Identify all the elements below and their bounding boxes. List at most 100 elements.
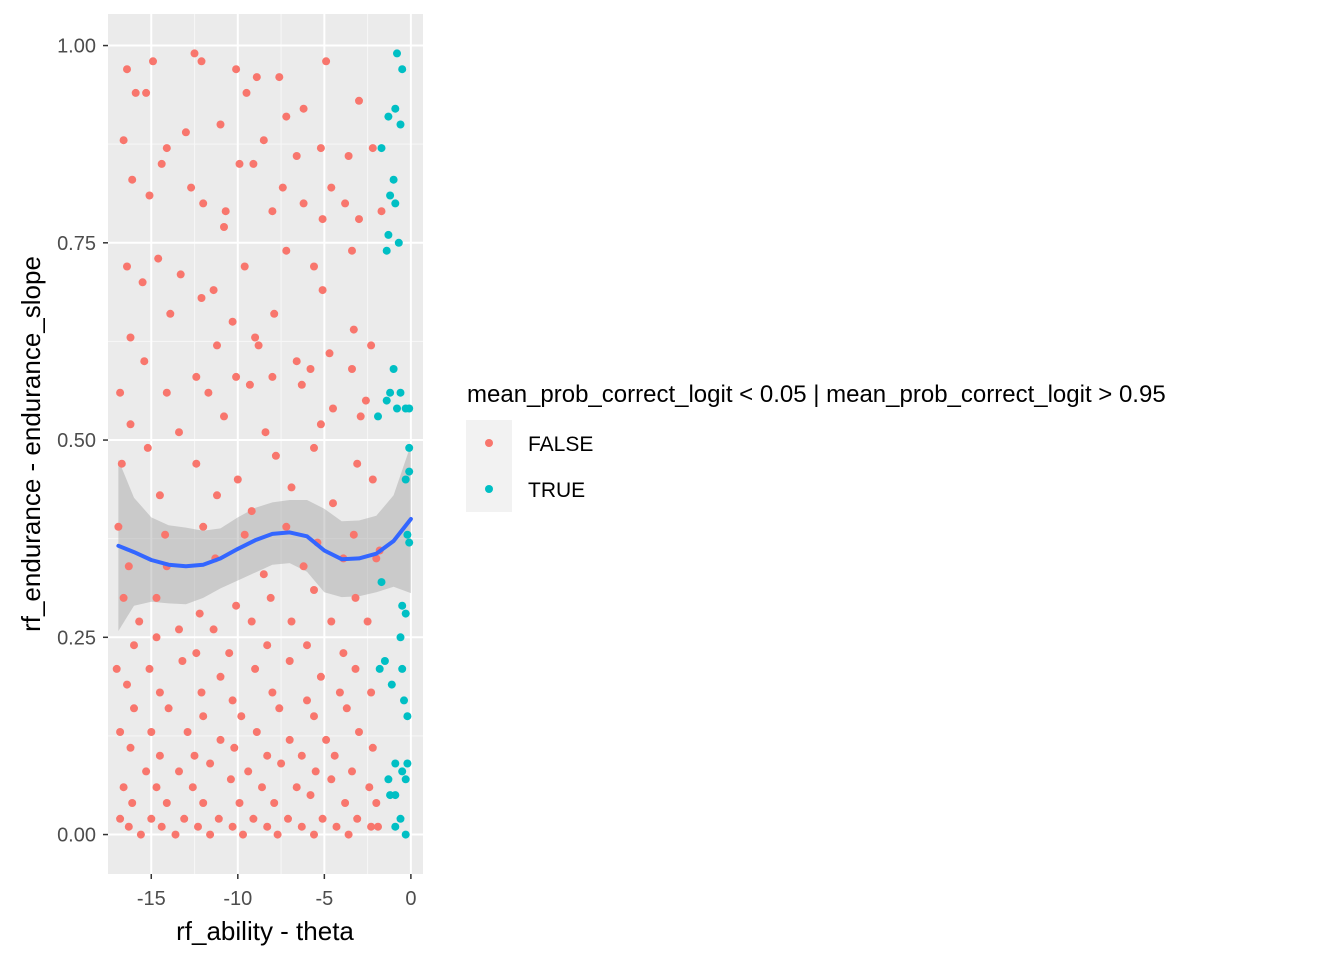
data-point-true (386, 388, 395, 397)
data-point-false (368, 475, 377, 484)
data-point-false (221, 207, 230, 216)
data-point-false (285, 735, 294, 744)
data-point-false (192, 459, 201, 468)
data-point-false (275, 73, 284, 82)
axis-ticks: -15 -10 -5 0 0.00 0.25 0.50 0.75 1.00 (57, 36, 416, 910)
data-point-false (325, 349, 334, 358)
data-point-false (176, 270, 185, 279)
data-point-false (214, 814, 223, 823)
data-point-true (405, 404, 414, 413)
data-point-true (380, 657, 389, 665)
data-point-false (112, 664, 121, 673)
data-point-false (140, 357, 149, 366)
data-point-false (355, 215, 363, 224)
data-point-false (194, 822, 202, 831)
data-point-true (400, 696, 408, 705)
data-point-false (235, 159, 244, 168)
data-point-false (342, 704, 351, 713)
data-point-false (175, 767, 183, 776)
data-point-false (213, 491, 221, 500)
y-tick-label: 0.75 (57, 233, 96, 255)
data-point-true (384, 775, 393, 784)
data-point-false (126, 333, 135, 342)
data-point-false (145, 664, 154, 673)
data-point-false (216, 120, 225, 129)
data-point-true (375, 664, 384, 673)
data-point-false (374, 822, 382, 831)
data-point-false (131, 88, 140, 97)
data-point-false (351, 664, 360, 673)
data-point-false (114, 522, 123, 531)
data-point-false (349, 530, 358, 539)
data-point-false (126, 743, 135, 752)
data-point-false (275, 704, 284, 713)
data-point-false (310, 586, 318, 594)
data-point-false (335, 688, 344, 697)
data-point-false (377, 207, 386, 216)
panel-background (108, 14, 423, 874)
data-point-false (197, 688, 206, 697)
data-point-true (405, 467, 414, 476)
data-point-false (162, 144, 171, 153)
data-point-false (258, 783, 266, 792)
data-point-false (297, 822, 306, 831)
data-point-true (382, 246, 391, 255)
data-point-false (368, 144, 377, 153)
data-point-false (348, 767, 356, 776)
data-point-false (161, 530, 170, 539)
data-point-false (116, 388, 125, 397)
data-point-false (204, 388, 213, 397)
data-point-false (230, 743, 239, 752)
data-point-false (180, 814, 189, 823)
data-point-true (391, 199, 400, 208)
data-point-false (261, 428, 270, 437)
data-point-false (263, 751, 272, 760)
data-point-false (157, 822, 166, 831)
data-point-false (123, 680, 131, 689)
data-point-true (396, 814, 405, 823)
data-point-false (138, 278, 147, 287)
data-point-false (355, 96, 363, 105)
data-point-true (386, 191, 395, 200)
data-point-false (128, 175, 137, 184)
data-point-false (178, 657, 187, 665)
data-point-false (142, 767, 151, 776)
data-point-true (403, 759, 412, 768)
data-point-false (355, 728, 363, 736)
data-point-false (155, 491, 164, 500)
data-point-false (270, 799, 279, 807)
data-point-false (195, 609, 204, 618)
data-point-false (152, 783, 161, 792)
data-point-true (384, 230, 393, 239)
y-tick-label: 0.25 (57, 627, 96, 649)
data-point-false (247, 507, 256, 516)
data-point-false (175, 625, 183, 634)
data-point-false (356, 412, 365, 421)
data-point-true (398, 664, 407, 673)
data-point-false (368, 743, 377, 752)
data-point-false (344, 830, 353, 839)
data-point-false (197, 57, 206, 66)
data-point-true (401, 775, 410, 784)
data-point-false (341, 799, 350, 807)
data-point-false (142, 88, 151, 97)
x-tick-label: -15 (137, 888, 166, 910)
data-point-false (292, 152, 301, 160)
data-point-false (318, 215, 327, 224)
data-point-false (242, 88, 251, 97)
data-point-true (389, 175, 398, 184)
data-point-false (310, 712, 318, 721)
data-point-false (318, 286, 327, 295)
data-point-false (237, 712, 246, 721)
data-point-false (282, 112, 291, 121)
legend-title: mean_prob_correct_logit < 0.05 | mean_pr… (467, 381, 1166, 408)
data-point-false (263, 822, 272, 831)
data-point-false (239, 830, 247, 839)
data-point-false (271, 451, 280, 460)
data-point-false (199, 522, 208, 531)
data-point-false (310, 443, 318, 452)
data-point-false (252, 73, 261, 82)
data-point-true (391, 822, 400, 831)
legend-key-true (485, 485, 493, 493)
data-point-false (117, 459, 126, 468)
